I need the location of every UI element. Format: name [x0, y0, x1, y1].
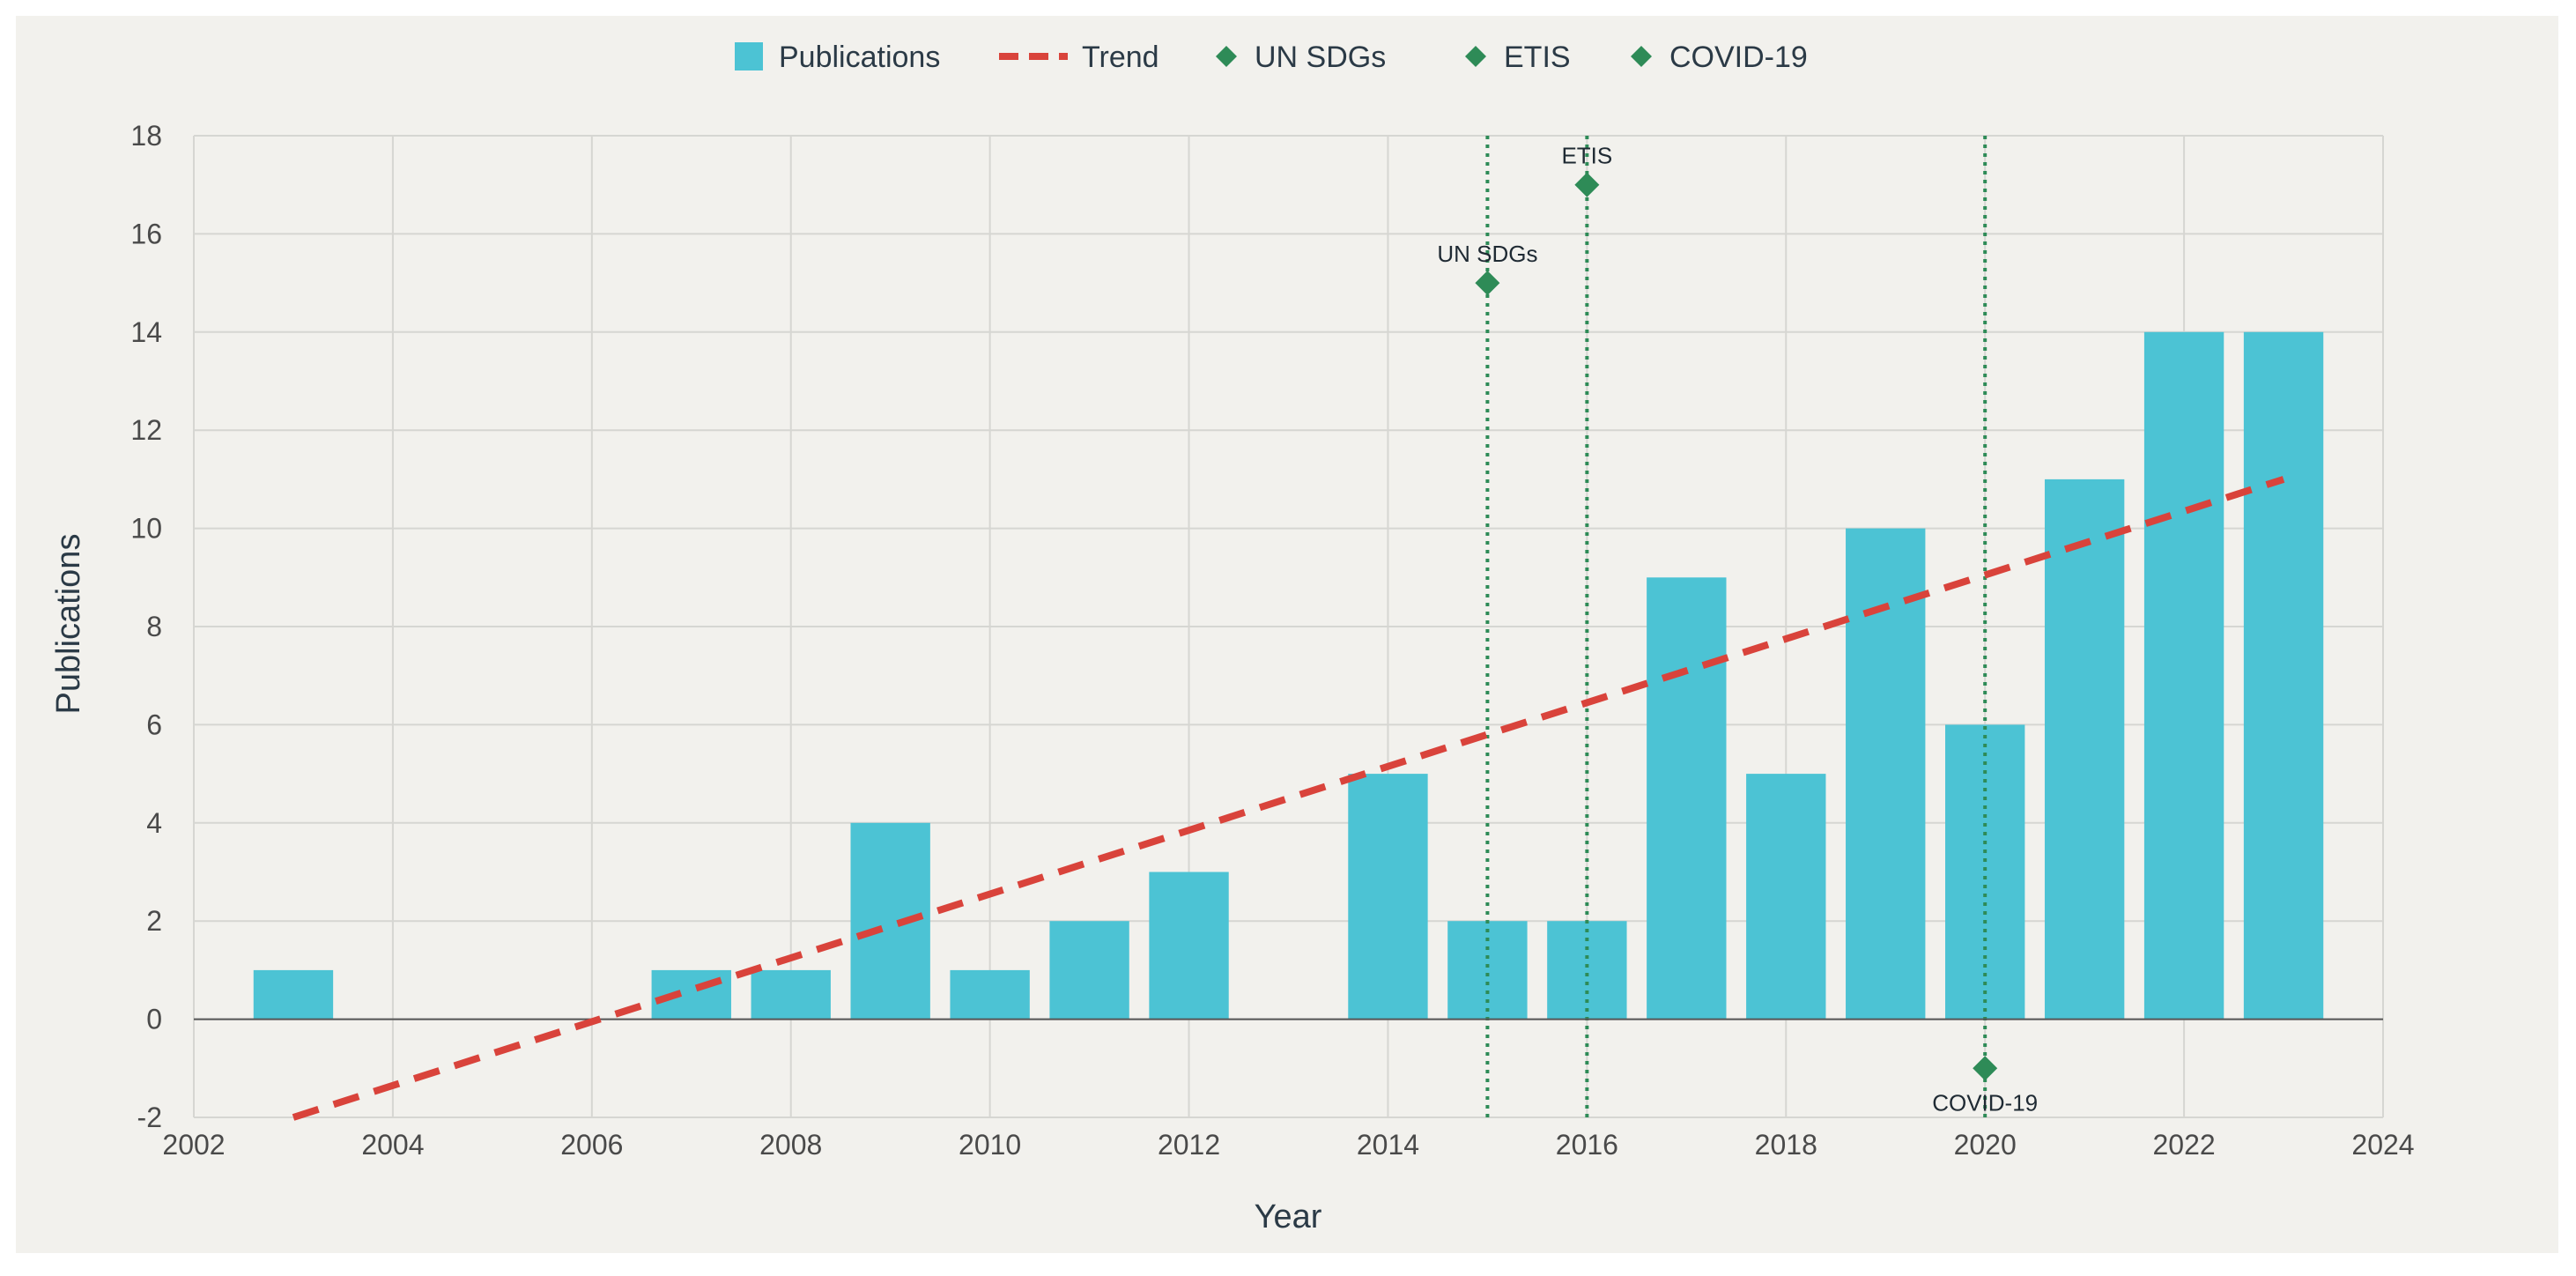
- bar: [1647, 577, 1727, 1020]
- legend-swatch: [735, 42, 763, 70]
- bar: [1846, 528, 1926, 1020]
- y-tick-label: 0: [146, 1004, 162, 1035]
- x-tick-label: 2018: [1755, 1129, 1817, 1161]
- legend-item: Trend: [999, 41, 1159, 74]
- x-tick-label: 2004: [361, 1129, 424, 1161]
- x-tick-label: 2006: [560, 1129, 623, 1161]
- bar: [1447, 921, 1528, 1020]
- x-axis-label: Year: [1255, 1198, 1322, 1235]
- bar: [1945, 724, 2025, 1020]
- event-label: COVID-19: [1932, 1089, 2038, 1116]
- bar: [1149, 872, 1229, 1020]
- y-tick-label: 4: [146, 807, 162, 839]
- legend-swatch: [1465, 46, 1486, 67]
- x-tick-label: 2020: [1954, 1129, 2017, 1161]
- event-markers: UN SDGs ETIS COVID-19: [1437, 143, 2038, 1116]
- bar: [2044, 478, 2125, 1020]
- legend-label: ETIS: [1504, 41, 1571, 74]
- legend-label: Trend: [1082, 41, 1159, 74]
- tick-labels: 2002 2004 2006 2008 2010 2012 2014 2016 2018 2020…: [130, 120, 2414, 1161]
- y-tick-label: 8: [146, 611, 162, 642]
- bar: [1547, 921, 1627, 1020]
- event-marker: [1574, 172, 1600, 197]
- x-tick-label: 2024: [2351, 1129, 2414, 1161]
- bar: [950, 969, 1030, 1020]
- x-tick-label: 2002: [162, 1129, 225, 1161]
- x-tick-label: 2022: [2152, 1129, 2215, 1161]
- x-tick-label: 2014: [1357, 1129, 1419, 1161]
- legend-label: Publications: [779, 41, 940, 74]
- x-tick-label: 2008: [759, 1129, 822, 1161]
- y-tick-label: 16: [130, 218, 162, 249]
- event-label: ETIS: [1561, 143, 1612, 169]
- bar: [253, 969, 334, 1020]
- bar: [1746, 774, 1826, 1020]
- x-tick-label: 2012: [1158, 1129, 1220, 1161]
- legend-label: UN SDGs: [1255, 41, 1386, 74]
- legend-swatch: [1631, 46, 1652, 67]
- y-tick-label: -2: [137, 1102, 162, 1133]
- bar: [1049, 921, 1129, 1020]
- event-label: UN SDGs: [1437, 241, 1537, 267]
- x-tick-label: 2016: [1556, 1129, 1618, 1161]
- legend-item: UN SDGs: [1216, 41, 1386, 74]
- x-tick-label: 2010: [959, 1129, 1021, 1161]
- bars: [253, 331, 2324, 1020]
- bar: [850, 822, 930, 1020]
- legend: Publications Trend UN SDGs ETIS COVID-19: [735, 41, 1808, 74]
- trend-line: [292, 476, 2285, 1121]
- bar: [2243, 331, 2324, 1020]
- y-axis-label: Publications: [50, 534, 87, 715]
- bar: [2143, 331, 2224, 1020]
- event-marker: [1475, 271, 1500, 296]
- bar: [1348, 774, 1428, 1020]
- legend-item: ETIS: [1465, 41, 1571, 74]
- y-tick-label: 6: [146, 708, 162, 740]
- y-tick-label: 10: [130, 513, 162, 545]
- legend-label: COVID-19: [1669, 41, 1808, 74]
- y-tick-label: 18: [130, 120, 162, 152]
- legend-item: Publications: [735, 41, 940, 74]
- chart-canvas: [16, 16, 2558, 1253]
- y-tick-label: 12: [130, 414, 162, 446]
- legend-swatch: [1216, 46, 1237, 67]
- event-marker: [1973, 1056, 1998, 1081]
- y-tick-label: 2: [146, 905, 162, 937]
- y-tick-label: 14: [130, 316, 162, 348]
- bar: [751, 969, 831, 1020]
- legend-item: COVID-19: [1631, 41, 1808, 74]
